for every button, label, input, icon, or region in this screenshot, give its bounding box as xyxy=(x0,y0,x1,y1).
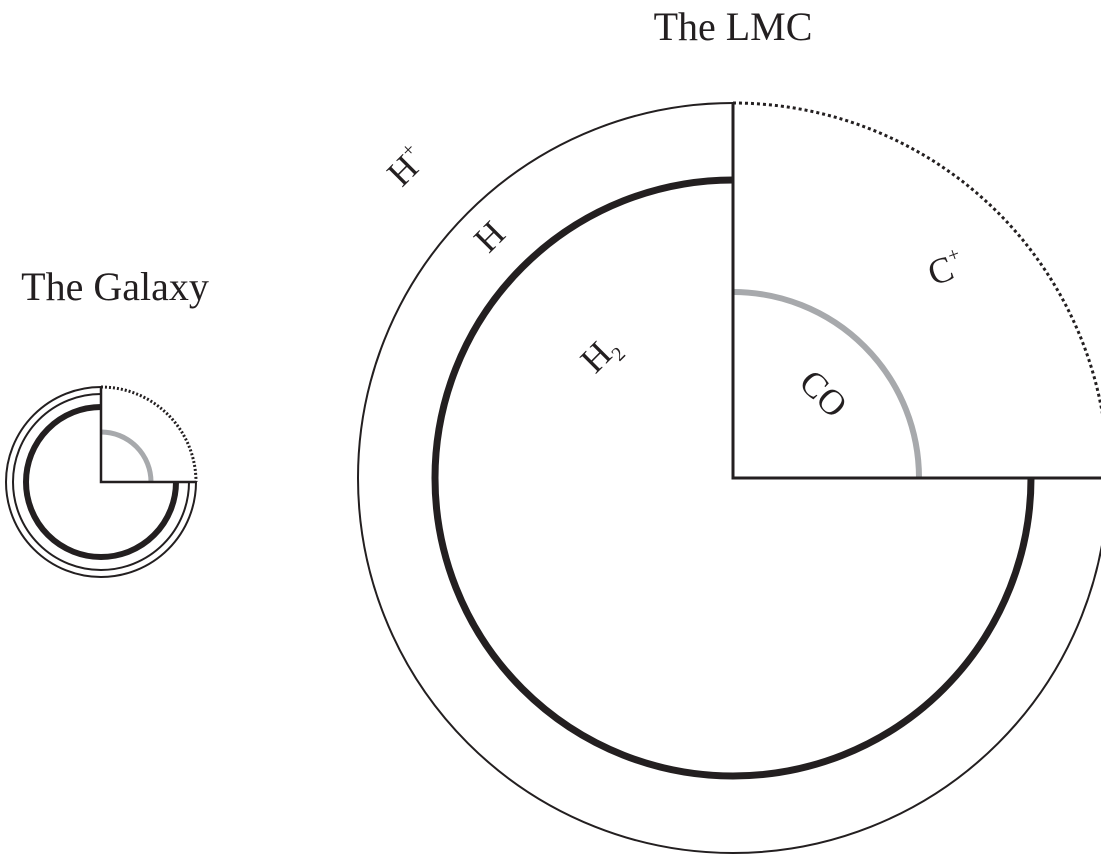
galaxy-title: The Galaxy xyxy=(21,264,209,309)
quadrant-lines xyxy=(99,387,196,484)
label-text: H xyxy=(573,334,620,381)
region-label: H2 xyxy=(573,327,630,384)
label-text: H xyxy=(466,213,513,260)
quadrant-lines xyxy=(731,103,1101,480)
galaxy-shapes xyxy=(5,385,198,578)
h-arc xyxy=(431,176,1035,780)
outer-ring xyxy=(357,102,1101,854)
dotted-arc xyxy=(100,385,198,483)
region-label: CO xyxy=(792,362,856,426)
region-label: H xyxy=(466,213,513,260)
outer-ring xyxy=(5,386,197,578)
lmc-shapes xyxy=(357,101,1101,854)
label-text: CO xyxy=(792,362,856,426)
co-arc xyxy=(732,289,922,479)
inner-ring xyxy=(12,393,190,571)
lmc-title: The LMC xyxy=(654,4,813,49)
dotted-arc xyxy=(732,101,1101,415)
h-arc xyxy=(23,404,179,560)
region-label: C+ xyxy=(922,243,969,294)
region-label: H+ xyxy=(378,138,433,193)
co-arc xyxy=(100,429,154,483)
